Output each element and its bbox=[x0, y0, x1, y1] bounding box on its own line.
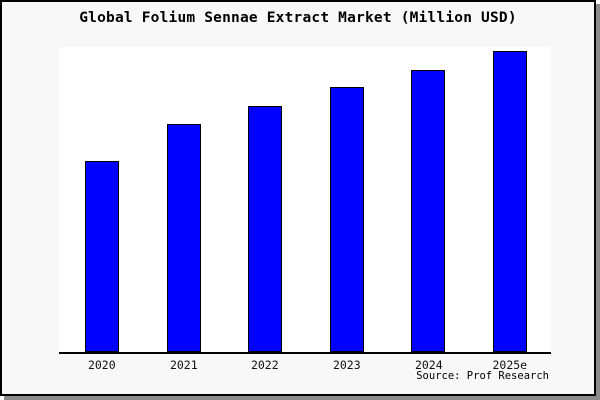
x-axis-label-2021: 2021 bbox=[169, 358, 198, 372]
bar-2020 bbox=[85, 161, 119, 352]
x-axis-label-2022: 2022 bbox=[250, 358, 279, 372]
x-axis-label-2024: 2024 bbox=[414, 358, 443, 372]
chart-title: Global Folium Sennae Extract Market (Mil… bbox=[79, 10, 517, 26]
x-axis-label-2023: 2023 bbox=[332, 358, 361, 372]
bar-2023 bbox=[330, 87, 364, 352]
plot-area bbox=[59, 47, 551, 354]
bar-2024 bbox=[411, 70, 445, 352]
x-axis-labels: 2020 2021 2022 2023 2024 2025e bbox=[59, 358, 551, 372]
x-axis-label-2025e: 2025e bbox=[492, 358, 528, 372]
source-text: Source: Prof Research bbox=[416, 370, 549, 382]
x-axis-label-2020: 2020 bbox=[87, 358, 116, 372]
bar-2021 bbox=[167, 124, 201, 352]
bar-2022 bbox=[248, 106, 282, 352]
bar-2025e bbox=[493, 51, 527, 352]
